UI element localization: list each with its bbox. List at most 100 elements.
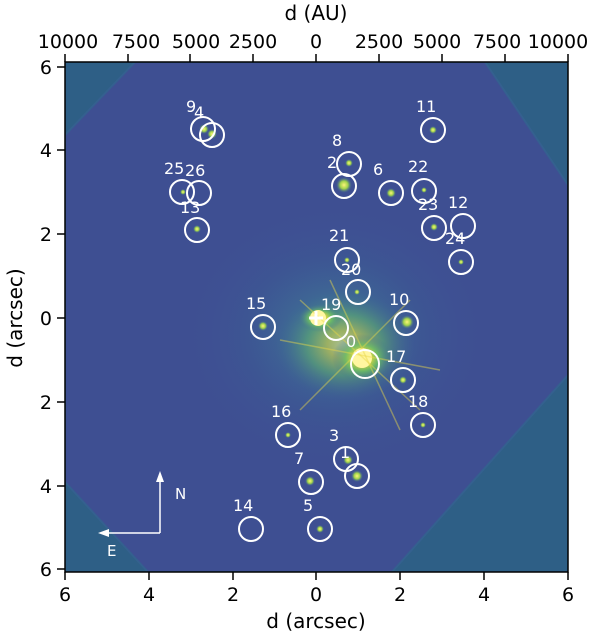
source-label-10: 10 — [389, 290, 409, 309]
source-circle-5 — [307, 516, 333, 542]
source-dot — [258, 321, 268, 331]
source-circles — [169, 116, 476, 542]
source-circle-16 — [275, 422, 301, 448]
source-dot — [285, 432, 291, 438]
source-circle-1 — [344, 463, 370, 489]
bottom-tick-label: 2 — [227, 584, 239, 606]
source-dot — [400, 315, 414, 329]
source-label-3: 3 — [329, 426, 339, 445]
source-label-0: 0 — [346, 332, 356, 351]
top-axis-label: d (AU) — [285, 1, 348, 25]
source-label-23: 23 — [418, 195, 438, 214]
source-label-13: 13 — [180, 198, 200, 217]
source-label-1: 1 — [340, 443, 350, 462]
top-tick-label: 10000 — [38, 31, 98, 53]
source-label-11: 11 — [416, 97, 436, 116]
bottom-tick-label: 6 — [562, 584, 574, 606]
source-label-2: 2 — [327, 153, 337, 172]
top-axis-labels: 10000 7500 5000 2500 0 2500 5000 7500 10… — [38, 31, 588, 53]
left-axis-ticks — [57, 66, 65, 570]
source-circle-10 — [393, 310, 419, 336]
source-circle-7 — [298, 469, 324, 495]
source-label-12: 12 — [448, 193, 468, 212]
source-dot — [386, 188, 396, 198]
source-labels: 9 4 11 8 2 6 22 25 26 13 23 12 21 24 20 … — [164, 97, 468, 515]
bottom-tick-label: 4 — [143, 584, 155, 606]
source-circle-26 — [186, 180, 212, 206]
source-dot — [351, 470, 363, 482]
top-tick-label: 5000 — [172, 31, 220, 53]
bottom-tick-label: 6 — [59, 584, 71, 606]
compass-east-arrowhead — [98, 529, 109, 537]
bottom-axis-labels: 6 4 2 0 2 4 6 — [59, 584, 574, 606]
source-circle-18 — [410, 412, 436, 438]
bottom-tick-label: 2 — [394, 584, 406, 606]
source-dot — [354, 289, 360, 295]
source-circle-24 — [448, 249, 474, 275]
source-dot — [345, 159, 353, 167]
left-tick-label: 2 — [40, 224, 52, 246]
source-dot — [421, 187, 427, 193]
source-points — [180, 124, 464, 533]
source-circle-17 — [390, 367, 416, 393]
source-circle-25 — [169, 179, 195, 205]
left-tick-label: 4 — [40, 140, 52, 162]
source-circle-14 — [238, 516, 264, 542]
source-circle-11 — [420, 117, 446, 143]
left-tick-label: 2 — [40, 392, 52, 414]
source-label-24: 24 — [445, 229, 465, 248]
source-label-17: 17 — [386, 347, 406, 366]
top-tick-label: 7500 — [473, 31, 521, 53]
left-tick-label: 6 — [40, 57, 52, 79]
source-label-22: 22 — [408, 157, 428, 176]
source-label-18: 18 — [408, 392, 428, 411]
top-tick-label: 5000 — [413, 31, 461, 53]
source-circle-23 — [421, 215, 447, 241]
source-circle-6 — [378, 180, 404, 206]
left-axis-labels: 6 4 2 0 2 4 6 — [40, 57, 52, 581]
bottom-tick-label: 0 — [310, 584, 322, 606]
source-circle-22 — [411, 178, 437, 204]
source-circle-19 — [323, 315, 349, 341]
left-tick-label: 6 — [40, 559, 52, 581]
source-label-21: 21 — [329, 226, 349, 245]
compass — [98, 471, 164, 537]
source-circle-4 — [199, 122, 225, 148]
source-dot — [344, 257, 350, 263]
source-label-25: 25 — [164, 159, 184, 178]
source-dot — [399, 376, 407, 384]
bottom-axis-ticks — [64, 572, 569, 580]
top-tick-label: 7500 — [112, 31, 160, 53]
source-dot — [430, 223, 438, 231]
source-dot — [180, 189, 186, 195]
source-circle-15 — [250, 314, 276, 340]
source-label-5: 5 — [303, 496, 313, 515]
source-circle-21 — [334, 247, 360, 273]
source-dot — [429, 126, 437, 134]
source-label-8: 8 — [332, 131, 342, 150]
top-tick-label: 2500 — [229, 31, 277, 53]
source-label-15: 15 — [246, 294, 266, 313]
source-dot — [193, 225, 201, 233]
source-dot — [458, 259, 464, 265]
source-circle-9 — [190, 116, 216, 142]
y-axis-label: d (arcsec) — [3, 268, 27, 367]
source-dot — [343, 455, 353, 465]
source-dot — [316, 525, 324, 533]
image-panel: 9 4 11 8 2 6 22 25 26 13 23 12 21 24 20 … — [65, 62, 568, 572]
detector-field-edge — [65, 62, 568, 572]
source-circle-13 — [184, 217, 210, 243]
source-circle-12 — [450, 213, 476, 239]
reference-cross-marker — [309, 311, 323, 325]
source-label-26: 26 — [185, 161, 205, 180]
source-label-4: 4 — [194, 103, 204, 122]
compass-east-label: E — [107, 542, 116, 560]
x-axis-label: d (arcsec) — [266, 609, 365, 633]
source-label-9: 9 — [186, 97, 196, 116]
source-circle-0 — [350, 349, 380, 379]
source-dot — [420, 422, 426, 428]
compass-north-label: N — [175, 485, 186, 503]
source-label-20: 20 — [341, 260, 361, 279]
source-circle-20 — [345, 279, 371, 305]
